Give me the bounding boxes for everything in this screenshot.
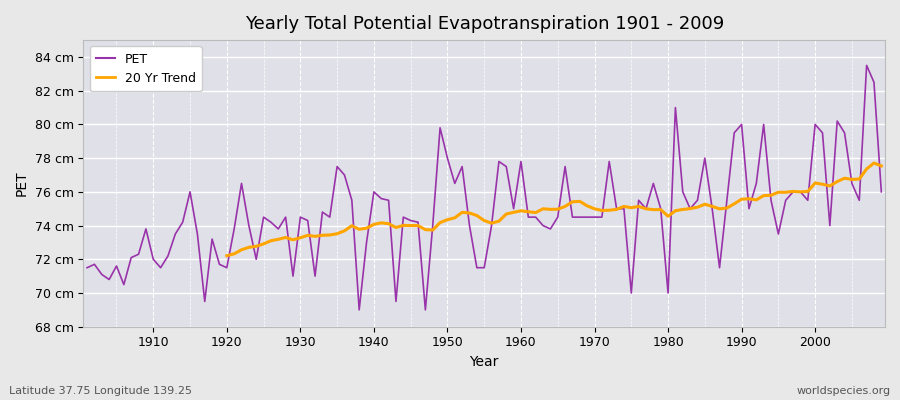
Y-axis label: PET: PET [15,171,29,196]
X-axis label: Year: Year [470,355,499,369]
Text: Latitude 37.75 Longitude 139.25: Latitude 37.75 Longitude 139.25 [9,386,192,396]
Title: Yearly Total Potential Evapotranspiration 1901 - 2009: Yearly Total Potential Evapotranspiratio… [245,15,724,33]
Legend: PET, 20 Yr Trend: PET, 20 Yr Trend [90,46,202,91]
Text: worldspecies.org: worldspecies.org [796,386,891,396]
